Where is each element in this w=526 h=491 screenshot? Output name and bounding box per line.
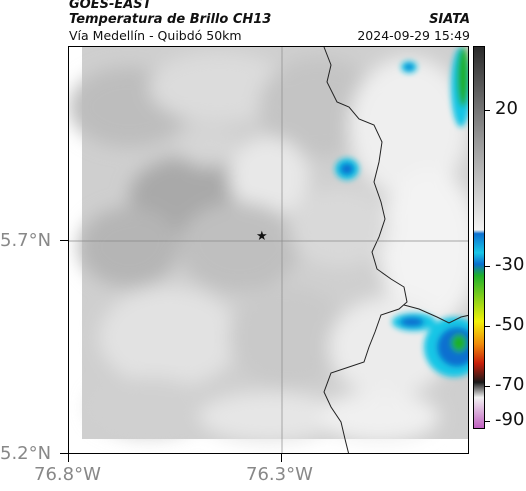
- timestamp-label: 2024-09-29 15:49: [357, 28, 470, 43]
- colorbar-tick: [485, 266, 490, 267]
- star-icon: ★: [256, 229, 268, 244]
- brightness-temperature-field: [69, 47, 468, 453]
- colorbar-tick: [485, 326, 490, 327]
- lon-label-76.3: 76.3°W: [246, 464, 313, 485]
- lat-label-5.2: 5.2°N: [0, 443, 52, 464]
- colorbar: [473, 46, 485, 429]
- lat-tick: [60, 453, 68, 454]
- lat-tick: [60, 240, 68, 241]
- product-title: Temperatura de Brillo CH13: [69, 12, 272, 27]
- satellite-title: GOES-EAST: [69, 0, 152, 12]
- source-label: SIATA: [429, 12, 470, 27]
- satellite-image-map[interactable]: [68, 46, 469, 454]
- colorbar-label-minus70: -70: [495, 374, 525, 395]
- colorbar-tick: [485, 110, 490, 111]
- region-subtitle: Vía Medellín - Quibdó 50km: [69, 28, 242, 43]
- colorbar-label-minus50: -50: [495, 314, 525, 335]
- colorbar-label-minus30: -30: [495, 254, 525, 275]
- colorbar-tick: [485, 421, 490, 422]
- lon-tick: [281, 454, 282, 462]
- colorbar-tick: [485, 386, 490, 387]
- lat-label-5.7: 5.7°N: [0, 230, 52, 251]
- colorbar-label-20: 20: [495, 98, 518, 119]
- lon-label-76.8: 76.8°W: [34, 464, 101, 485]
- lon-tick: [68, 454, 69, 462]
- colorbar-label-minus90: -90: [495, 409, 525, 430]
